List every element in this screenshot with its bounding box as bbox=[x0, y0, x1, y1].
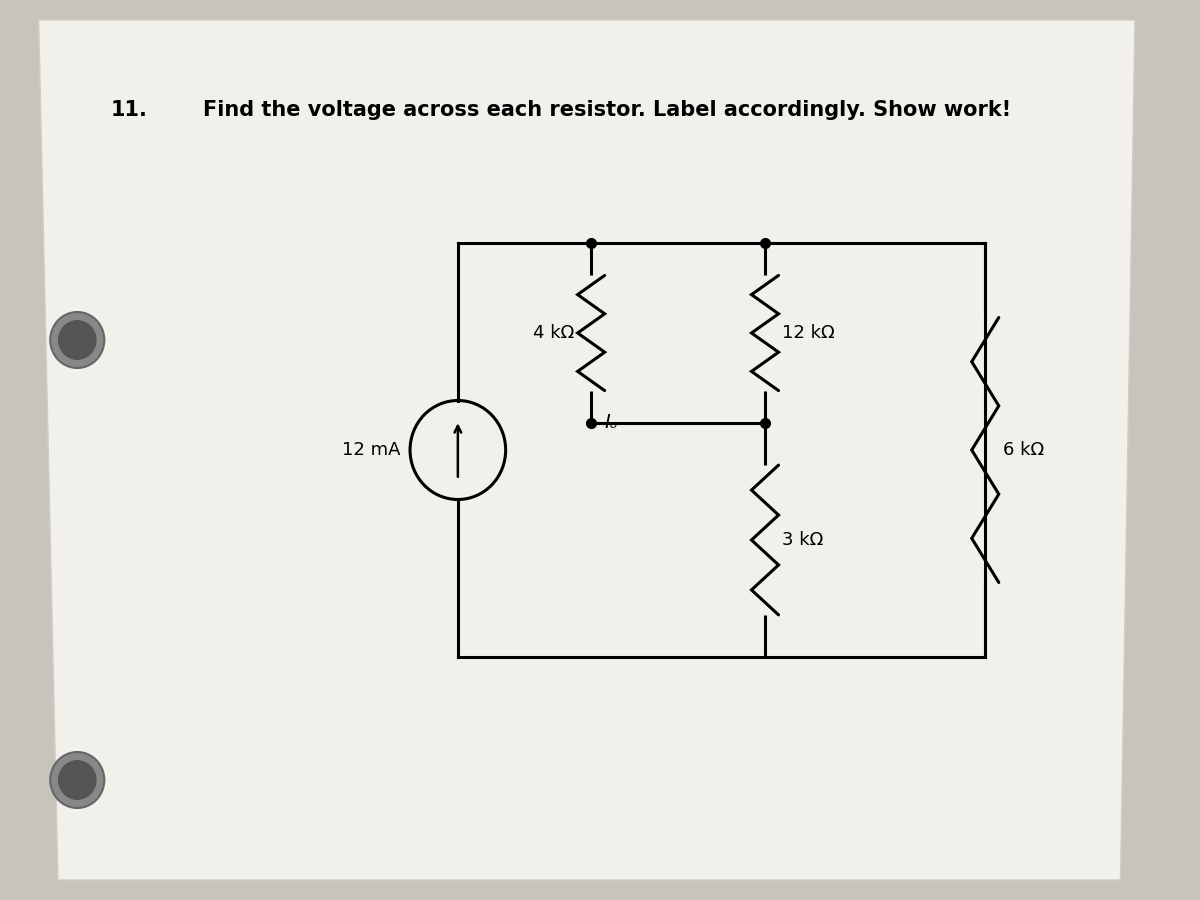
Circle shape bbox=[50, 752, 104, 808]
Text: Iₒ: Iₒ bbox=[605, 413, 618, 433]
Text: 12 kΩ: 12 kΩ bbox=[782, 324, 835, 342]
Text: 4 kΩ: 4 kΩ bbox=[533, 324, 574, 342]
Text: 12 mA: 12 mA bbox=[342, 441, 401, 459]
Circle shape bbox=[58, 320, 96, 360]
Polygon shape bbox=[38, 20, 1135, 880]
Text: Find the voltage across each resistor. Label accordingly. Show work!: Find the voltage across each resistor. L… bbox=[203, 100, 1010, 120]
Circle shape bbox=[50, 312, 104, 368]
Text: 3 kΩ: 3 kΩ bbox=[782, 531, 823, 549]
Text: 6 kΩ: 6 kΩ bbox=[1003, 441, 1044, 459]
Text: 11.: 11. bbox=[112, 100, 148, 120]
Circle shape bbox=[58, 760, 96, 800]
